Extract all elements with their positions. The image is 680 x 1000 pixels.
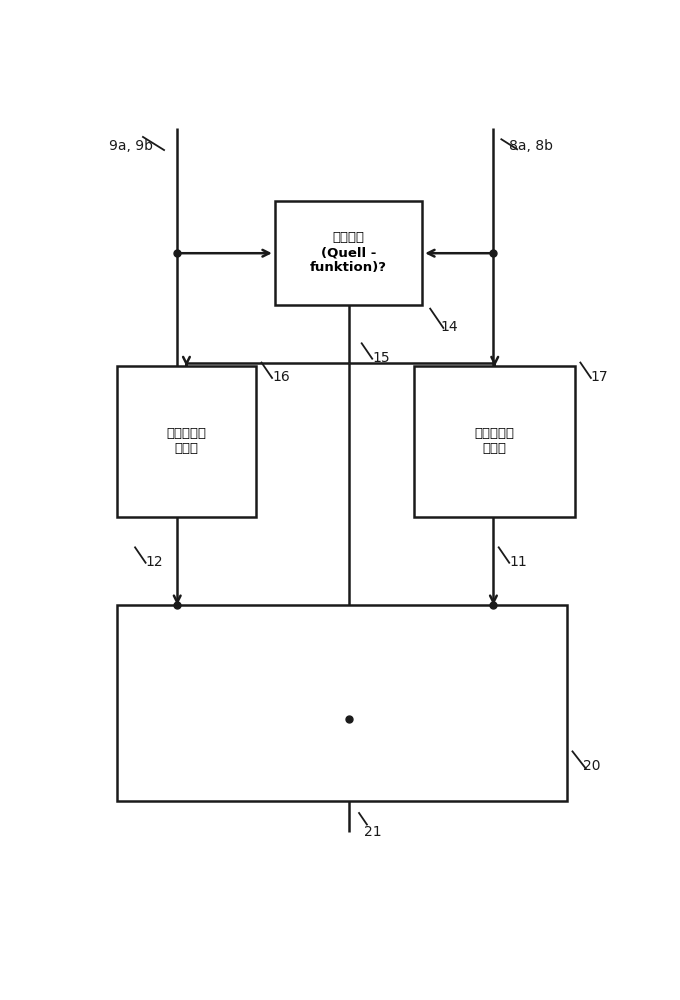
Bar	[117, 605, 567, 801]
Text: 输入激活
(Quell -
funktion)?: 输入激活 (Quell - funktion)?	[310, 231, 387, 274]
Text: 11: 11	[509, 555, 527, 569]
Text: 8a, 8b: 8a, 8b	[509, 139, 554, 153]
Text: 21: 21	[364, 825, 382, 839]
Bar	[117, 366, 256, 517]
Bar	[275, 201, 422, 305]
Text: 20: 20	[583, 759, 600, 773]
Text: 16: 16	[272, 370, 290, 384]
Text: 15: 15	[372, 351, 390, 365]
Text: 12: 12	[146, 555, 163, 569]
Bar	[414, 366, 575, 517]
Text: 基于激活化
的优化: 基于激活化 的优化	[475, 427, 515, 455]
Text: 17: 17	[591, 370, 609, 384]
Text: 基于激活化
的优化: 基于激活化 的优化	[167, 427, 207, 455]
Text: 14: 14	[441, 320, 458, 334]
Text: 9a, 9b: 9a, 9b	[109, 139, 153, 153]
